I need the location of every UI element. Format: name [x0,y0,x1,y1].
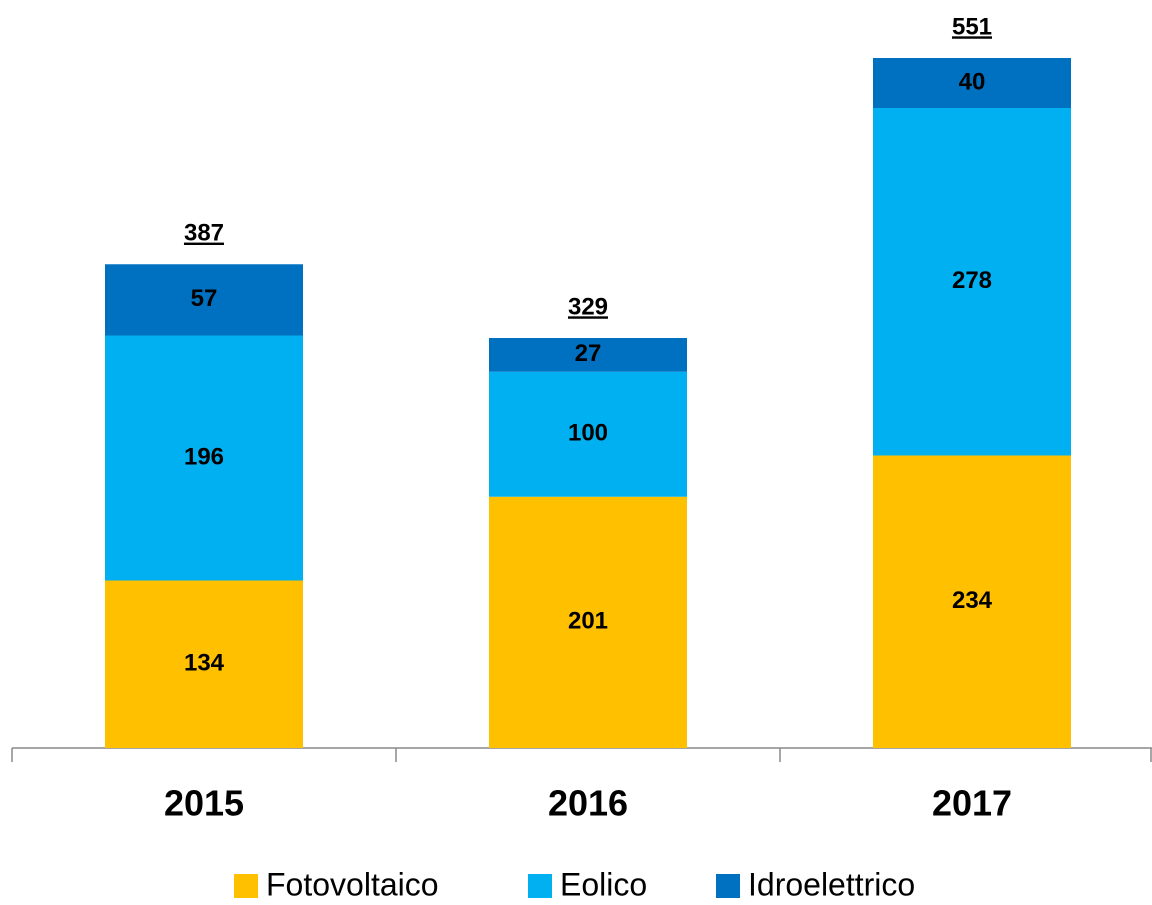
x-tick-label: 2015 [164,783,244,824]
x-tick-label: 2017 [932,783,1012,824]
total-label: 551 [952,13,992,40]
legend-swatch [528,874,552,898]
value-label: 134 [184,650,225,677]
bar-segment [873,58,1071,108]
legend-swatch [716,874,740,898]
value-label: 278 [952,267,992,294]
bar-segment [105,580,303,748]
bar-segment [489,496,687,748]
bar-segment [489,338,687,372]
value-label: 201 [568,608,608,635]
value-label: 40 [959,68,986,95]
bar-segment [873,108,1071,456]
bar-segment [105,335,303,581]
x-tick-label: 2016 [548,783,628,824]
value-label: 100 [568,420,608,447]
bar-segment [873,455,1071,748]
total-label: 329 [568,293,608,320]
legend-label: Fotovoltaico [266,866,439,900]
bar-segment [105,264,303,336]
value-label: 234 [952,587,993,614]
bar-segment [489,371,687,497]
legend-label: Eolico [560,866,647,900]
legend-swatch [234,874,258,898]
value-label: 196 [184,443,224,470]
total-label: 387 [184,220,224,247]
value-label: 57 [191,285,218,312]
legend-label: Idroelettrico [748,866,915,900]
value-label: 27 [575,340,602,367]
